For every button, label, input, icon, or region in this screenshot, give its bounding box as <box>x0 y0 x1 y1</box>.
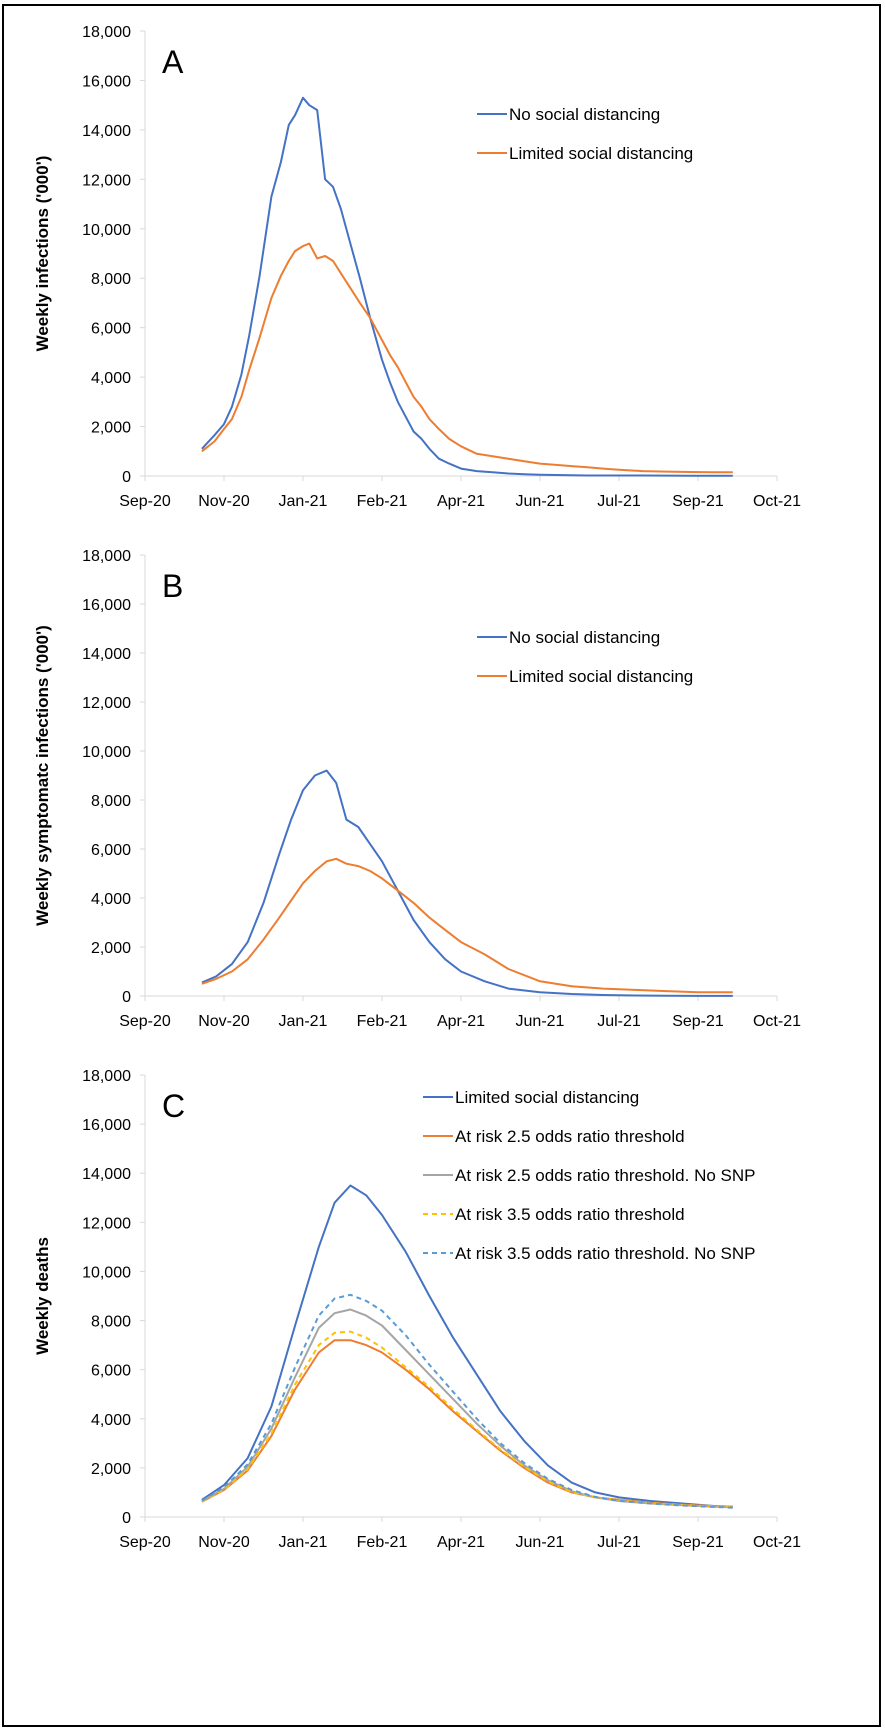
y-tick-label: 0 <box>122 989 131 1006</box>
y-tick-label: 2,000 <box>91 1461 131 1478</box>
legend-label: At risk 2.5 odds ratio threshold. No SNP <box>455 1166 755 1185</box>
y-tick-label: 16,000 <box>82 1117 131 1134</box>
x-tick-label: Sep-20 <box>119 1013 171 1030</box>
y-axis-title: Weekly infections ('000') <box>33 156 52 352</box>
x-tick-label: Oct-21 <box>753 1013 801 1030</box>
y-tick-label: 6,000 <box>91 842 131 859</box>
figure-frame: 0 2,000 4,000 6,000 8,000 10,000 12,000 14,000 1… <box>2 4 881 1727</box>
x-tick-label: Jun-21 <box>516 493 565 510</box>
x-tick-label: Sep-21 <box>672 493 724 510</box>
y-tick-label: 12,000 <box>82 1215 131 1232</box>
series-line-5 <box>201 1293 733 1509</box>
y-tick-label: 16,000 <box>82 73 131 90</box>
y-tick-label: 8,000 <box>91 271 131 288</box>
series-line-4 <box>201 1330 733 1509</box>
y-tick-label: 12,000 <box>82 695 131 712</box>
x-tick-label: Jan-21 <box>279 1534 328 1551</box>
x-tick-label: Oct-21 <box>753 1534 801 1551</box>
y-axis-title: Weekly symptomatc infections ('000') <box>33 625 52 926</box>
legend-label: At risk 3.5 odds ratio threshold. No SNP <box>455 1244 755 1263</box>
y-tick-label: 18,000 <box>82 24 131 41</box>
panel-label: B <box>162 568 183 604</box>
series-line-2 <box>201 1339 733 1508</box>
y-tick-label: 2,000 <box>91 940 131 957</box>
y-tick-label: 10,000 <box>82 1264 131 1281</box>
series-line-1 <box>201 96 733 477</box>
series-line-1 <box>201 769 733 997</box>
x-tick-label: Apr-21 <box>437 493 485 510</box>
x-tick-label: Feb-21 <box>357 493 408 510</box>
figure-svg: 0 2,000 4,000 6,000 8,000 10,000 12,000 14,000 1… <box>33 24 801 1551</box>
series-line-2 <box>201 242 733 474</box>
y-tick-label: 14,000 <box>82 646 131 663</box>
x-tick-label: Sep-20 <box>119 493 171 510</box>
y-tick-label: 2,000 <box>91 420 131 437</box>
x-tick-label: Jun-21 <box>516 1534 565 1551</box>
legend-label: No social distancing <box>509 628 660 647</box>
y-tick-label: 0 <box>122 1510 131 1527</box>
x-tick-label: Oct-21 <box>753 493 801 510</box>
series-line-1 <box>201 1184 733 1508</box>
y-tick-label: 4,000 <box>91 370 131 387</box>
x-tick-label: Sep-21 <box>672 1534 724 1551</box>
y-tick-label: 8,000 <box>91 793 131 810</box>
x-tick-label: Jan-21 <box>279 1013 328 1030</box>
x-tick-label: Jul-21 <box>597 1534 641 1551</box>
y-tick-label: 0 <box>122 469 131 486</box>
series-line-2 <box>201 857 733 994</box>
y-tick-label: 10,000 <box>82 744 131 761</box>
y-tick-label: 6,000 <box>91 1363 131 1380</box>
x-tick-label: Nov-20 <box>198 1013 250 1030</box>
y-tick-label: 10,000 <box>82 222 131 239</box>
y-tick-label: 6,000 <box>91 321 131 338</box>
x-tick-label: Nov-20 <box>198 493 250 510</box>
x-tick-label: Nov-20 <box>198 1534 250 1551</box>
legend-label: At risk 3.5 odds ratio threshold <box>455 1205 685 1224</box>
series-line-3 <box>201 1308 733 1509</box>
legend-label: Limited social distancing <box>455 1088 639 1107</box>
x-tick-label: Sep-20 <box>119 1534 171 1551</box>
legend-label: Limited social distancing <box>509 667 693 686</box>
x-tick-label: Feb-21 <box>357 1534 408 1551</box>
y-tick-label: 4,000 <box>91 891 131 908</box>
y-tick-label: 14,000 <box>82 1166 131 1183</box>
y-axis-title: Weekly deaths <box>33 1237 52 1355</box>
x-tick-label: Jun-21 <box>516 1013 565 1030</box>
panel-label: C <box>162 1088 185 1124</box>
legend-label: At risk 2.5 odds ratio threshold <box>455 1127 685 1146</box>
x-tick-label: Feb-21 <box>357 1013 408 1030</box>
x-tick-label: Apr-21 <box>437 1013 485 1030</box>
x-tick-label: Jul-21 <box>597 493 641 510</box>
y-tick-label: 4,000 <box>91 1412 131 1429</box>
y-tick-label: 12,000 <box>82 172 131 189</box>
x-tick-label: Apr-21 <box>437 1534 485 1551</box>
legend-label: Limited social distancing <box>509 144 693 163</box>
y-tick-label: 14,000 <box>82 123 131 140</box>
y-tick-label: 16,000 <box>82 597 131 614</box>
y-tick-label: 18,000 <box>82 1068 131 1085</box>
y-tick-label: 18,000 <box>82 548 131 565</box>
legend-label: No social distancing <box>509 105 660 124</box>
x-tick-label: Jul-21 <box>597 1013 641 1030</box>
panel-label: A <box>162 44 184 80</box>
x-tick-label: Sep-21 <box>672 1013 724 1030</box>
y-tick-label: 8,000 <box>91 1314 131 1331</box>
x-tick-label: Jan-21 <box>279 493 328 510</box>
